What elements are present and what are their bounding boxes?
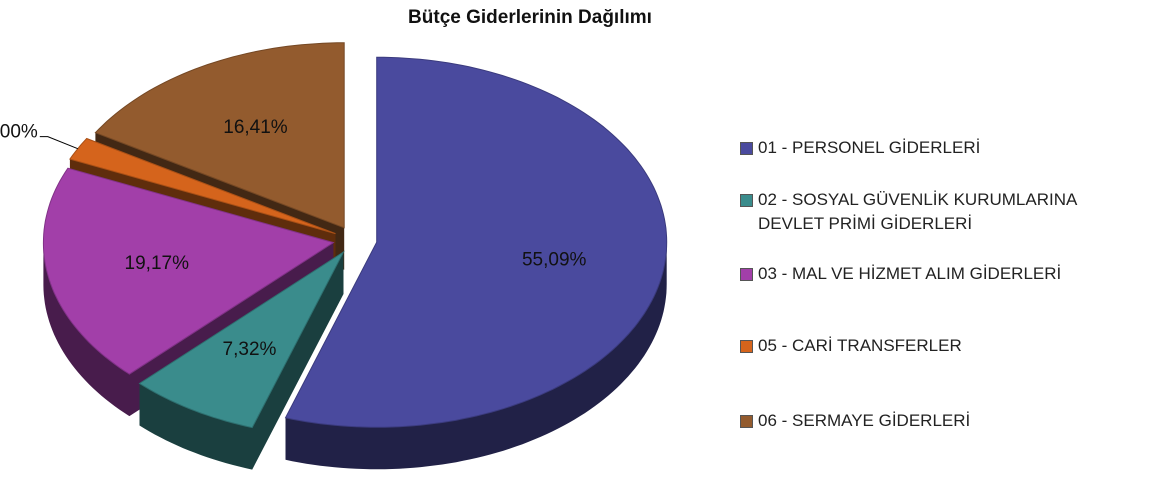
legend-label: 03 - MAL VE HİZMET ALIM GİDERLERİ xyxy=(758,264,1062,283)
legend-item: 01 - PERSONEL GİDERLERİ xyxy=(740,136,1125,160)
legend-swatch xyxy=(740,194,753,207)
legend-swatch xyxy=(740,268,753,281)
legend-label: 01 - PERSONEL GİDERLERİ xyxy=(758,138,981,157)
legend-item: 03 - MAL VE HİZMET ALIM GİDERLERİ xyxy=(740,262,1125,286)
legend-item: 06 - SERMAYE GİDERLERİ xyxy=(740,409,1125,433)
chart-title: Bütçe Giderlerinin Dağılımı xyxy=(408,7,652,28)
slice xyxy=(42,167,335,375)
slice xyxy=(284,56,668,428)
legend-swatch xyxy=(740,415,753,428)
slice xyxy=(69,137,336,235)
slice xyxy=(138,250,345,429)
legend-swatch xyxy=(740,340,753,353)
data-label: 16,41% xyxy=(223,117,288,138)
legend-swatch xyxy=(740,142,753,155)
data-label: 55,09% xyxy=(522,250,587,271)
legend-label: 05 - CARİ TRANSFERLER xyxy=(758,336,962,355)
data-label: 2,00% xyxy=(0,122,38,143)
data-label: 19,17% xyxy=(125,253,190,274)
legend-item: 05 - CARİ TRANSFERLER xyxy=(740,334,1125,358)
leader-line xyxy=(39,136,78,150)
data-label: 7,32% xyxy=(223,339,277,360)
legend-label: 06 - SERMAYE GİDERLERİ xyxy=(758,411,971,430)
legend-item: 02 - SOSYAL GÜVENLİK KURUMLARINA DEVLET … xyxy=(740,188,1125,236)
legend-label: 02 - SOSYAL GÜVENLİK KURUMLARINA DEVLET … xyxy=(758,190,1077,233)
slice xyxy=(94,42,345,229)
